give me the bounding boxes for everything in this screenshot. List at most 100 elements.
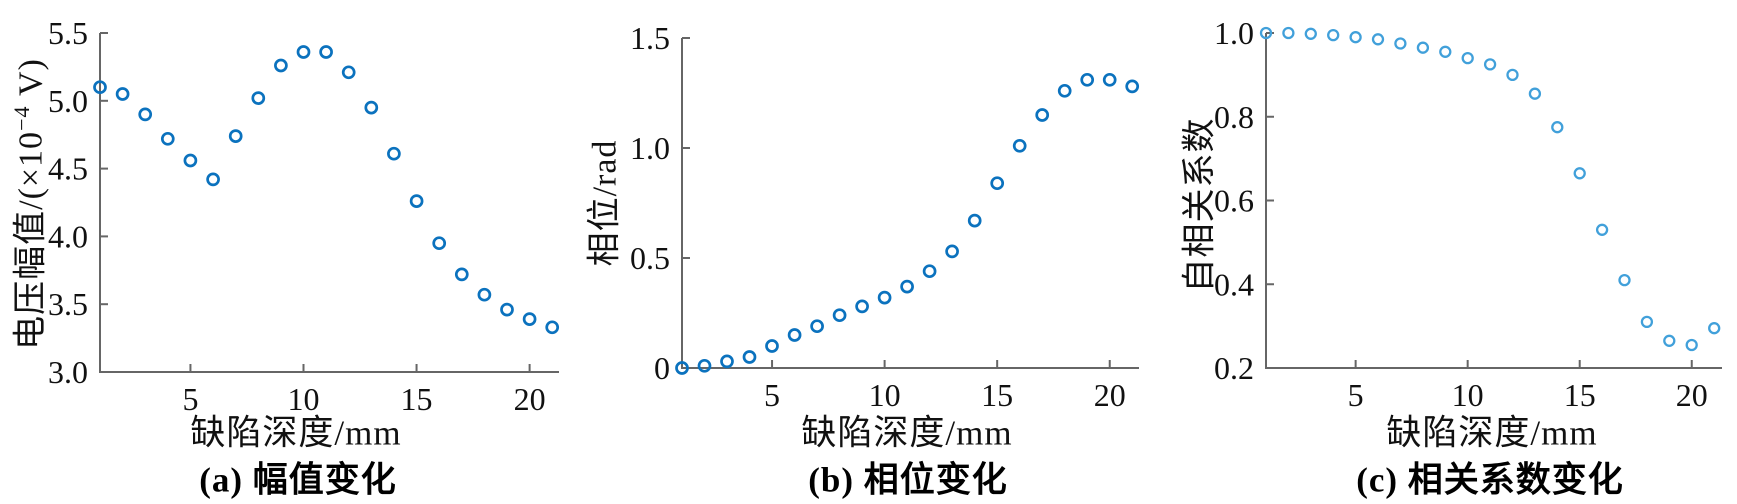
x-tick-label-a: 15 [401, 381, 433, 417]
data-point-marker-c [1551, 121, 1564, 134]
panel-c: 0.2 0.4 0.6 0.8 1.0 5 10 15 20 [1214, 15, 1722, 413]
y-axis-label-a: 电压幅值/(×10−4 V) [3, 58, 52, 350]
data-point-marker-b [1125, 79, 1140, 94]
data-point-marker-c [1708, 322, 1721, 335]
y-axis-label-a-suffix: V) [12, 58, 50, 106]
panel-b: 0 0.5 1.0 1.5 5 10 15 20 [630, 20, 1140, 413]
data-point-marker-b [1012, 138, 1027, 153]
x-tick-label-a: 5 [182, 381, 198, 417]
data-point-marker-b [832, 308, 847, 323]
data-point-marker-b [765, 339, 779, 353]
x-tick-label-a: 20 [514, 381, 546, 417]
x-axis-label-a: 缺陷深度/mm [190, 413, 402, 453]
data-point-marker-c [1595, 223, 1609, 236]
x-tick-label-b: 10 [869, 377, 901, 413]
data-point-marker-c [1483, 58, 1497, 71]
y-tick-label-a: 3.5 [48, 286, 88, 322]
data-point-marker-c [1259, 26, 1273, 40]
y-tick-label-a: 4.0 [48, 218, 88, 254]
data-point-marker-b [1080, 72, 1095, 87]
caption-b: (b) 相位变化 [808, 460, 1008, 500]
data-point-marker-b [1102, 72, 1117, 87]
x-tick-label-c: 20 [1676, 377, 1708, 413]
data-point-marker-a [115, 87, 130, 101]
data-point-marker-b [900, 279, 914, 294]
x-axis-label-b: 缺陷深度/mm [801, 413, 1013, 453]
y-tick-label-c: 0.8 [1214, 99, 1254, 135]
data-point-marker-b [967, 213, 982, 228]
x-axis-label-c: 缺陷深度/mm [1386, 413, 1598, 453]
panel-a: 3.0 3.5 4.0 4.5 5.0 5.5 5 10 15 20 [48, 15, 560, 417]
y-axis-label-b: 相位/rad [586, 139, 624, 267]
caption-a: (a) 幅值变化 [199, 460, 397, 500]
data-point-marker-b [675, 361, 689, 375]
data-point-marker-a [228, 129, 243, 143]
data-point-marker-b [697, 358, 712, 373]
y-tick-label-c: 0.2 [1214, 350, 1254, 386]
data-point-marker-a [138, 107, 153, 122]
data-point-marker-a [206, 172, 220, 187]
data-point-marker-c [1394, 37, 1407, 50]
caption-c: (c) 相关系数变化 [1356, 460, 1624, 500]
data-point-marker-b [945, 244, 959, 259]
data-point-marker-a [500, 302, 514, 317]
data-point-marker-c [1282, 26, 1295, 40]
y-tick-label-b: 1.0 [630, 130, 670, 166]
data-point-marker-a [93, 80, 107, 95]
y-tick-label-a: 5.5 [48, 15, 88, 51]
data-point-marker-a [364, 100, 379, 115]
y-tick-label-a: 4.5 [48, 151, 88, 187]
x-tick-label-c: 15 [1564, 377, 1596, 413]
data-point-marker-c [1416, 41, 1430, 54]
data-point-marker-c [1461, 51, 1474, 65]
data-point-marker-a [409, 194, 424, 208]
y-axis-label-c: 自相关系数 [1181, 117, 1219, 293]
data-point-marker-a [160, 131, 175, 146]
data-point-marker-b [990, 176, 1005, 191]
data-point-marker-c [1304, 27, 1317, 40]
data-point-marker-a [454, 267, 469, 282]
data-point-marker-a [432, 236, 447, 251]
data-point-marker-a [341, 65, 356, 80]
data-point-marker-b [922, 264, 937, 279]
y-axis-label-a-exponent: −4 [9, 105, 35, 131]
data-point-marker-c [1528, 87, 1542, 100]
y-tick-label-c: 1.0 [1214, 15, 1254, 51]
data-point-marker-b [787, 328, 802, 342]
data-point-marker-c [1640, 315, 1654, 329]
y-tick-label-a: 3.0 [48, 354, 88, 390]
x-tick-label-b: 5 [764, 377, 780, 413]
x-tick-label-c: 10 [1452, 377, 1484, 413]
y-tick-label-b: 0 [654, 350, 670, 386]
data-point-marker-b [810, 319, 824, 334]
data-point-marker-c [1663, 334, 1676, 347]
data-point-marker-a [183, 153, 198, 168]
data-point-marker-c [1573, 167, 1586, 180]
data-point-marker-a [545, 320, 560, 335]
x-tick-label-b: 15 [981, 377, 1013, 413]
data-point-marker-c [1439, 45, 1452, 58]
data-point-marker-c [1327, 28, 1340, 42]
data-point-marker-a [274, 58, 288, 73]
data-point-marker-c [1506, 68, 1519, 82]
axes-c [1265, 33, 1722, 369]
y-axis-label-a-prefix: 电压幅值/(×10 [12, 130, 50, 350]
data-point-marker-c [1685, 338, 1698, 352]
data-point-marker-a [296, 45, 311, 59]
data-point-marker-b [1057, 83, 1072, 98]
data-point-marker-a [319, 45, 333, 59]
data-point-marker-a [387, 146, 401, 161]
data-point-marker-a [251, 91, 266, 105]
data-point-marker-b [742, 350, 757, 364]
data-point-marker-a [522, 312, 537, 326]
y-tick-label-c: 0.6 [1214, 183, 1254, 219]
y-tick-label-b: 0.5 [630, 240, 670, 276]
y-tick-label-c: 0.4 [1214, 266, 1254, 302]
data-point-marker-b [877, 290, 892, 305]
x-tick-label-b: 20 [1094, 377, 1126, 413]
x-tick-label-a: 10 [287, 381, 319, 417]
data-point-marker-c [1349, 31, 1362, 44]
axes-a [99, 33, 559, 373]
y-tick-label-b: 1.5 [630, 20, 670, 56]
